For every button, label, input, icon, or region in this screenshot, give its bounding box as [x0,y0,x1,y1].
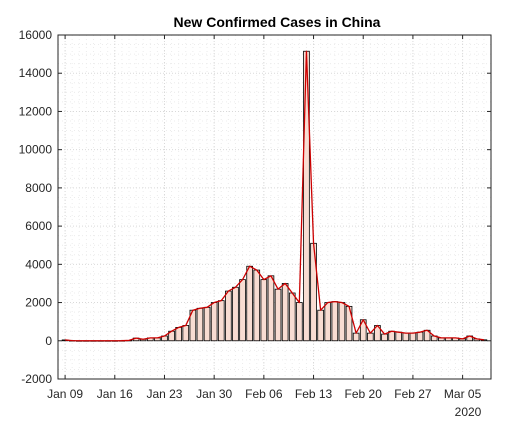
y-tick-label: 10000 [19,143,53,157]
bar [480,339,488,342]
x-tick-label: Feb 13 [295,387,333,401]
grid [57,34,492,380]
bar [232,286,239,342]
bar [288,292,296,342]
bar [274,288,282,342]
bar [175,326,182,342]
y-tick-label: 4000 [25,257,52,271]
bar [246,265,253,342]
bar [239,279,246,342]
y-tick-label: 16000 [19,28,53,42]
chart-title: New Confirmed Cases in China [174,14,381,30]
plot-area-box [57,34,492,380]
y-tick-label: 6000 [25,219,52,233]
y-tick-label: 2000 [25,296,52,310]
bar [395,331,403,342]
bar [352,332,360,342]
bar [203,306,211,342]
bar [324,302,332,342]
bar [402,332,410,342]
bar [253,269,261,342]
bar [225,290,232,342]
series-line [65,50,484,342]
y-tick-label: 0 [45,334,52,348]
y-tick-label: 12000 [19,104,53,118]
x-tick-label: Jan 09 [47,387,83,401]
y-tick-label: 14000 [19,66,53,80]
bar [281,283,289,342]
bars [61,50,488,342]
y-tick-label: 8000 [25,181,52,195]
bar [196,307,204,342]
x-tick-label: Mar 05 [444,387,482,401]
bar [217,300,225,342]
bar [409,332,417,342]
bar [367,332,374,342]
x-tick-label: Feb 20 [345,387,383,401]
bar [317,309,324,342]
bar [338,302,346,342]
x-tick-label: Feb 06 [245,387,283,401]
x-tick-label: Jan 23 [146,387,182,401]
bar [267,275,275,342]
x-tick-label: Jan 30 [196,387,232,401]
x-axis-ticks: Jan 09 Jan 16 Jan 23 Jan 30 Feb 06 Feb 13 Feb … [47,35,482,401]
bar [416,331,424,342]
bar [260,279,268,342]
bar [210,302,218,342]
bar [296,302,303,342]
y-tick-label: -2000 [21,372,52,386]
bar [331,301,339,342]
bar [381,333,388,342]
x-tick-label: Jan 16 [97,387,133,401]
y-axis-ticks: -2000 0 2000 4000 6000 8000 10000 12000 14000 160… [19,28,491,386]
x-tick-label: Feb 27 [394,387,432,401]
bar [182,325,190,342]
x-axis-year-label: 2020 [455,405,482,419]
